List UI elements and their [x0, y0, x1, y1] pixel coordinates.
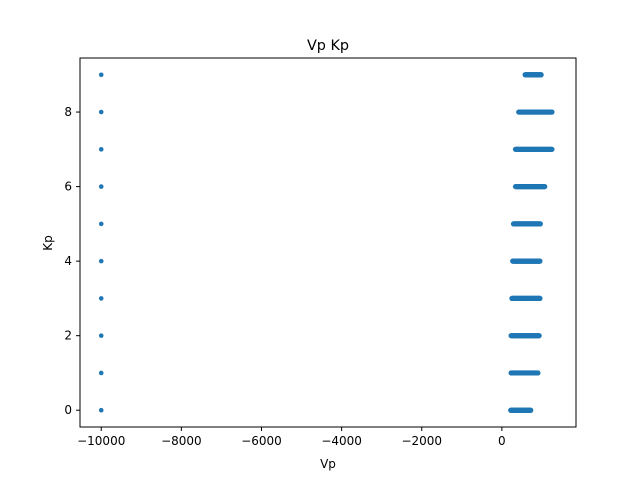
- y-tick-label: 6: [64, 180, 72, 194]
- x-tick-label: −6000: [241, 434, 282, 448]
- y-tick-label: 8: [64, 105, 72, 119]
- data-point: [528, 407, 534, 413]
- data-point: [98, 184, 104, 189]
- data-point: [536, 333, 542, 339]
- data-point: [537, 295, 543, 302]
- plot-marks: [98, 72, 555, 413]
- data-point: [98, 407, 104, 413]
- y-tick-label: 4: [64, 254, 72, 268]
- x-tick-label: 0: [498, 434, 506, 448]
- data-point: [537, 258, 543, 264]
- x-axis-label: Vp: [320, 457, 336, 471]
- data-point: [98, 333, 104, 338]
- x-axis: −10000 −8000 −6000 −4000 −2000 0: [77, 427, 506, 448]
- data-point: [98, 370, 104, 376]
- chart-title: Vp Kp: [307, 38, 349, 54]
- data-point: [98, 72, 104, 78]
- data-point: [98, 221, 104, 227]
- data-point: [98, 296, 104, 301]
- x-tick-label: −8000: [161, 434, 202, 448]
- data-point: [98, 109, 104, 115]
- data-point: [98, 147, 104, 152]
- data-point: [535, 370, 541, 376]
- y-axis: 0 2 4 6 8: [64, 105, 80, 417]
- y-tick-label: 2: [64, 329, 72, 343]
- x-tick-label: −4000: [321, 434, 362, 448]
- plot-frame: [79, 57, 577, 428]
- y-tick-label: 0: [64, 403, 72, 417]
- x-tick-label: −10000: [77, 434, 125, 448]
- y-axis-label: Kp: [41, 235, 55, 251]
- data-point: [549, 109, 555, 115]
- data-point: [98, 258, 104, 264]
- data-point: [549, 146, 555, 152]
- data-point: [538, 72, 544, 78]
- data-point: [537, 221, 543, 227]
- data-point: [542, 183, 548, 190]
- x-tick-label: −2000: [401, 434, 442, 448]
